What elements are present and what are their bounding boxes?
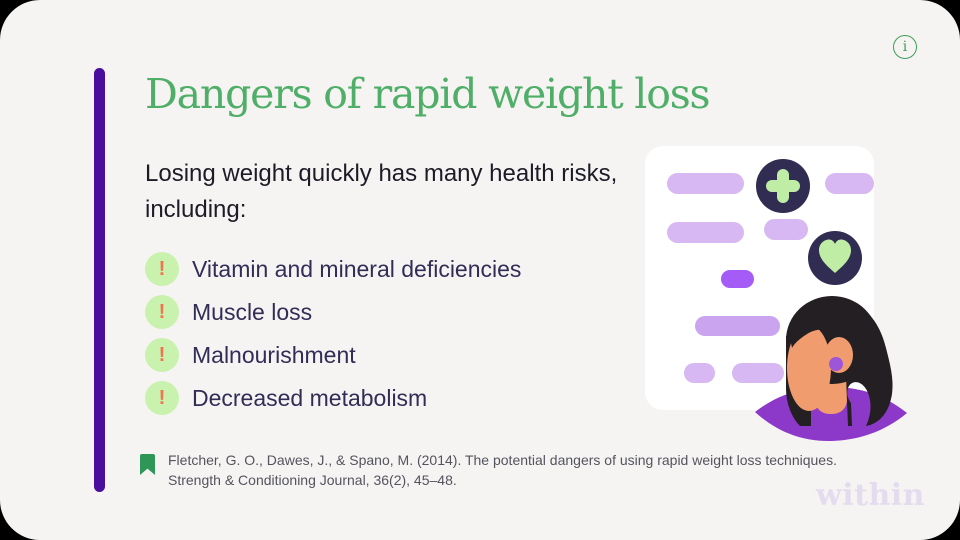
- risk-label: Muscle loss: [192, 298, 313, 325]
- medical-plus-icon: [756, 159, 810, 213]
- text-pill: [684, 363, 715, 383]
- woman-earring: [829, 357, 843, 371]
- risk-label: Malnourishment: [192, 341, 356, 368]
- heart-icon: [808, 231, 862, 285]
- info-icon[interactable]: i: [893, 35, 917, 59]
- intro-text: Losing weight quickly has many health ri…: [145, 160, 618, 223]
- alert-exclamation-icon: !: [145, 295, 179, 329]
- list-item: ! Decreased metabolism: [145, 381, 521, 415]
- woman-hair-fringe: [790, 311, 845, 348]
- alert-exclamation-icon: !: [145, 338, 179, 372]
- brand-logo: within: [815, 478, 925, 513]
- woman-face: [787, 325, 831, 411]
- bookmark-icon: [140, 454, 155, 480]
- text-pill: [764, 219, 808, 240]
- citation: Fletcher, G. O., Dawes, J., & Spano, M. …: [140, 451, 837, 490]
- risk-list: ! Vitamin and mineral deficiencies ! Mus…: [145, 252, 521, 415]
- woman-figure: [755, 296, 907, 441]
- page-title: Dangers of rapid weight loss: [145, 70, 711, 118]
- accent-bar: [94, 68, 105, 492]
- text-pill: [667, 222, 744, 243]
- text-pill: [695, 316, 780, 336]
- woman-hair-flow: [845, 304, 893, 426]
- citation-line: Fletcher, G. O., Dawes, J., & Spano, M. …: [168, 452, 837, 468]
- text-pill: [825, 173, 874, 194]
- risk-label: Decreased metabolism: [192, 384, 428, 411]
- text-pill-highlight: [721, 270, 754, 288]
- text-pill: [732, 363, 784, 383]
- text-pill: [667, 173, 744, 194]
- list-item: ! Muscle loss: [145, 295, 521, 329]
- health-record-illustration: [645, 146, 907, 441]
- alert-exclamation-icon: !: [145, 381, 179, 415]
- list-item: ! Vitamin and mineral deficiencies: [145, 252, 521, 286]
- alert-exclamation-icon: !: [145, 252, 179, 286]
- citation-text: Fletcher, G. O., Dawes, J., & Spano, M. …: [168, 451, 837, 490]
- info-icon-glyph: i: [902, 39, 908, 55]
- citation-line: Strength & Conditioning Journal, 36(2), …: [168, 471, 457, 488]
- risk-label: Vitamin and mineral deficiencies: [192, 255, 522, 282]
- list-item: ! Malnourishment: [145, 338, 521, 372]
